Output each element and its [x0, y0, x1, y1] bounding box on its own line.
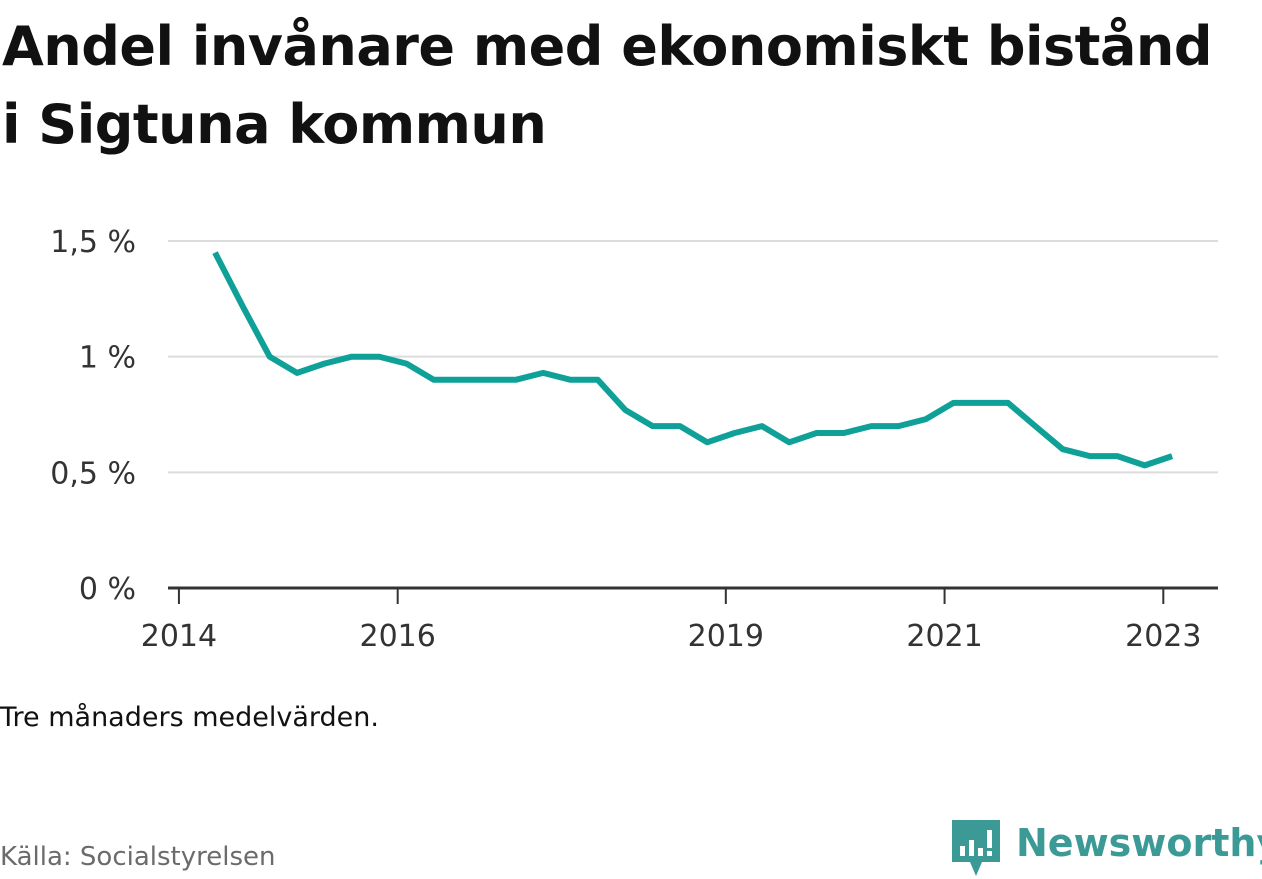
data-point	[923, 416, 929, 422]
data-point	[239, 303, 245, 309]
data-point	[212, 250, 218, 256]
brand-logo[interactable]: Newsworthy	[950, 818, 1262, 878]
data-point	[1032, 423, 1038, 429]
data-point	[1114, 453, 1120, 459]
data-point	[595, 377, 601, 383]
source-text: Källa: Socialstyrelsen	[0, 842, 276, 872]
data-point	[841, 430, 847, 436]
x-tick-label: 2021	[906, 619, 982, 654]
line-chart: 0 % 0,5 % 1 % 1,5 % 2014 2016 2019 2021 2023	[50, 225, 1218, 654]
data-point	[677, 423, 683, 429]
data-point	[704, 439, 710, 445]
x-tick-label: 2023	[1125, 619, 1201, 654]
chart-note: Tre månaders medelvärden.	[0, 702, 379, 733]
data-point	[1142, 462, 1148, 468]
data-point	[786, 439, 792, 445]
data-point	[896, 423, 902, 429]
data-point	[868, 423, 874, 429]
y-tick-label: 0 %	[79, 572, 136, 607]
data-point	[814, 430, 820, 436]
data-point	[321, 361, 327, 367]
y-tick-label: 1 %	[79, 341, 136, 376]
y-tick-label: 1,5 %	[50, 225, 136, 260]
data-point	[568, 377, 574, 383]
data-point	[540, 370, 546, 376]
series-line	[212, 251, 1174, 469]
data-point	[622, 407, 628, 413]
data-point	[950, 400, 956, 406]
data-point	[1005, 400, 1011, 406]
chart-title: Andel invånare med ekonomiskt bistånd i …	[2, 15, 1213, 156]
data-point	[267, 354, 273, 360]
data-point	[1087, 453, 1093, 459]
y-tick-label: 0,5 %	[50, 456, 136, 491]
data-point	[978, 400, 984, 406]
data-point	[759, 423, 765, 429]
data-point	[1169, 453, 1175, 459]
data-point	[732, 430, 738, 436]
data-point	[294, 370, 300, 376]
data-point	[1060, 446, 1066, 452]
newsworthy-logo-icon	[952, 820, 1000, 876]
brand-name: Newsworthy	[1016, 821, 1262, 865]
x-tick-label: 2016	[360, 619, 436, 654]
x-tick-label: 2019	[688, 619, 764, 654]
data-point	[403, 361, 409, 367]
data-point	[349, 354, 355, 360]
data-point	[376, 354, 382, 360]
data-point	[513, 377, 519, 383]
data-point	[650, 423, 656, 429]
x-tick-label: 2014	[141, 619, 217, 654]
data-point	[431, 377, 437, 383]
data-point	[485, 377, 491, 383]
data-point	[458, 377, 464, 383]
